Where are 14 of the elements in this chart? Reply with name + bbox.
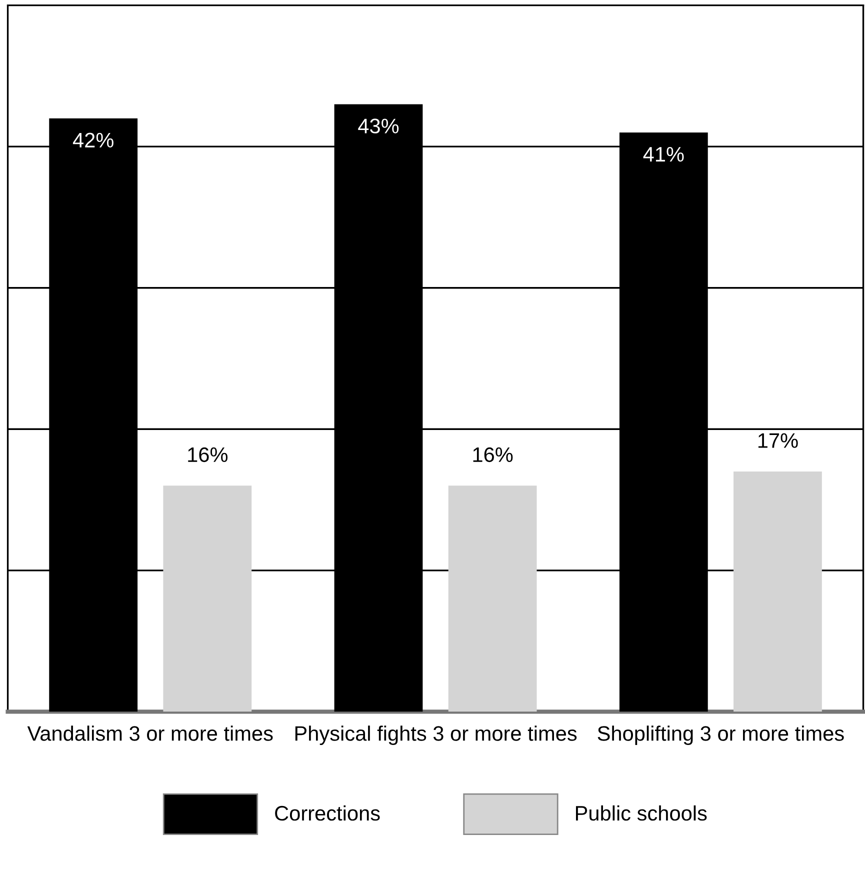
- x-tick-label: Vandalism 3 or more times: [27, 726, 273, 741]
- data-label: 17%: [758, 433, 798, 448]
- x-tick-label: Shoplifting 3 or more times: [598, 726, 844, 746]
- data-label: 16%: [473, 447, 513, 462]
- data-label: 16%: [188, 447, 228, 462]
- data-label: 42%: [72, 132, 114, 148]
- data-label: 41%: [643, 147, 684, 162]
- legend-label: Public schools: [576, 805, 707, 821]
- data-label: 43%: [358, 118, 399, 134]
- x-tick-label: Physical fights 3 or more times: [295, 726, 577, 746]
- bar: [448, 486, 537, 712]
- bar: [163, 486, 252, 712]
- legend-label: Corrections: [275, 805, 380, 821]
- bar: [734, 472, 822, 712]
